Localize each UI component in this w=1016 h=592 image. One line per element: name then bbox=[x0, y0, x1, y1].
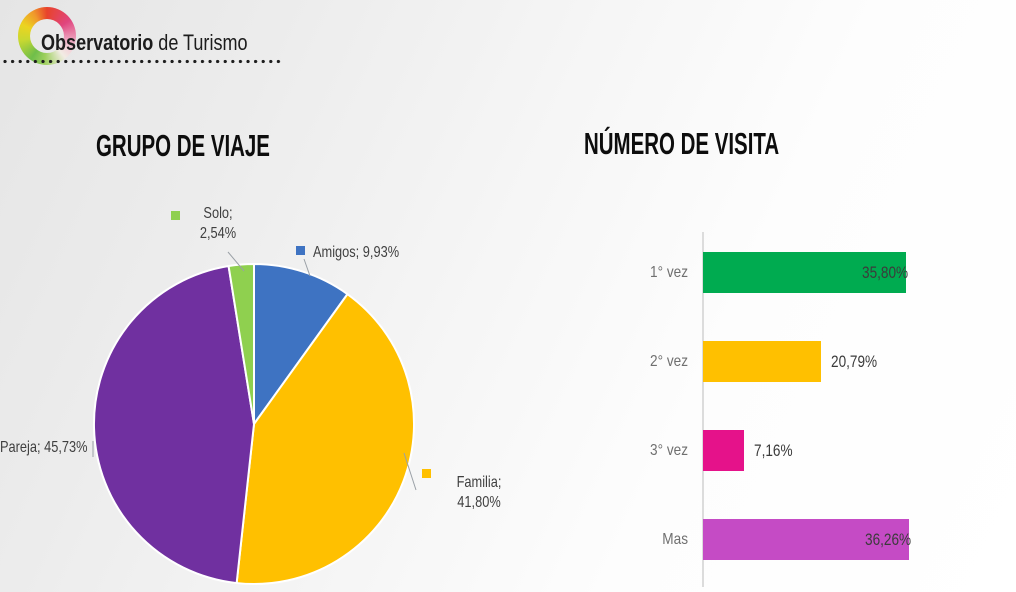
dotted-divider bbox=[3, 59, 281, 64]
pie-label-solo: Solo; 2,54% bbox=[178, 204, 258, 244]
pie-label-familia: Familia; 41,80% bbox=[438, 473, 520, 513]
bar-fill bbox=[703, 341, 821, 382]
pie-label-amigos: Amigos; 9,93% bbox=[313, 243, 421, 263]
bar-value-label: 36,26% bbox=[865, 529, 912, 549]
bar-fill bbox=[703, 252, 906, 293]
bar-category-label: 1° vez bbox=[650, 263, 688, 281]
logo-ring-hole bbox=[30, 19, 64, 53]
bar-value-label: 20,79% bbox=[831, 351, 878, 371]
leader-line-solo bbox=[227, 251, 245, 272]
leader-line-familia bbox=[403, 452, 417, 491]
bar-row-2-vez: 2° vez 20,79% bbox=[630, 341, 1016, 382]
bar-value-label: 7,16% bbox=[754, 440, 793, 460]
pie-slice-pareja bbox=[93, 265, 255, 585]
legend-marker-familia bbox=[422, 469, 431, 478]
pie-label-solo-value: 2,54% bbox=[199, 225, 237, 242]
brand-title-light: de Turismo bbox=[153, 30, 248, 55]
bar-category-label: 2° vez bbox=[650, 352, 688, 370]
bar-row-mas: Mas 36,26% bbox=[630, 519, 1016, 560]
legend-marker-amigos bbox=[296, 246, 305, 255]
bar-category-label: 3° vez bbox=[650, 441, 688, 459]
bar-chart-title: NÚMERO DE VISITA bbox=[584, 126, 780, 161]
bar-category-label: Mas bbox=[662, 530, 688, 548]
bar-fill bbox=[703, 430, 744, 471]
pie-label-pareja-text: Pareja; 45,73% bbox=[0, 439, 88, 456]
pie-label-amigos-text: Amigos; 9,93% bbox=[313, 244, 400, 261]
bar-chart: 1° vez 35,80% 2° vez 20,79% 3° vez 7,16% Mas 36… bbox=[630, 230, 1016, 592]
pie-label-familia-name: Familia; bbox=[456, 474, 502, 491]
brand-title: Observatorio de Turismo bbox=[41, 30, 248, 56]
pie-chart-title: GRUPO DE VIAJE bbox=[96, 128, 270, 163]
leader-line-amigos bbox=[303, 258, 311, 277]
pie-label-familia-value: 41,80% bbox=[457, 494, 501, 511]
bar-chart-axis-line bbox=[702, 232, 704, 587]
bar-fill bbox=[703, 519, 909, 560]
pie-label-pareja: Pareja; 45,73% bbox=[0, 438, 92, 458]
pie-label-solo-name: Solo; bbox=[203, 205, 233, 222]
pie-slice-solo bbox=[227, 262, 255, 425]
legend-marker-solo bbox=[171, 211, 180, 220]
brand-title-bold: Observatorio bbox=[41, 30, 154, 55]
bar-value-label: 35,80% bbox=[862, 262, 909, 282]
pie-slice-amigos bbox=[253, 263, 349, 425]
bar-row-1-vez: 1° vez 35,80% bbox=[630, 252, 1016, 293]
pie-slice-familia bbox=[235, 293, 415, 585]
bar-row-3-vez: 3° vez 7,16% bbox=[630, 430, 1016, 471]
rainbow-ring-logo-icon bbox=[18, 7, 76, 65]
